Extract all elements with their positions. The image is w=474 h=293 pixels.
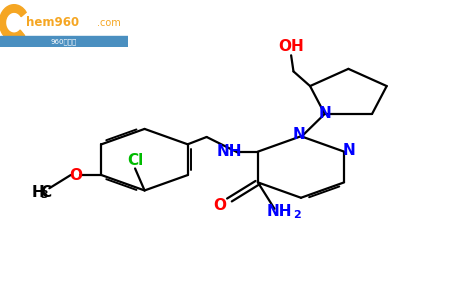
Wedge shape [0, 5, 26, 41]
Text: hem960: hem960 [26, 16, 79, 29]
Text: OH: OH [278, 39, 304, 54]
Text: NH: NH [217, 144, 242, 159]
Text: NH: NH [266, 204, 292, 219]
Text: 2: 2 [293, 209, 301, 220]
Text: C: C [41, 185, 52, 200]
Text: O: O [213, 198, 227, 213]
Text: 3: 3 [41, 190, 48, 200]
Text: Cl: Cl [127, 153, 143, 168]
Text: N: N [292, 127, 305, 142]
Text: 960化工网: 960化工网 [51, 38, 77, 45]
Text: O: O [69, 168, 82, 183]
FancyBboxPatch shape [0, 36, 128, 47]
Text: H: H [32, 185, 45, 200]
Text: N: N [319, 106, 331, 121]
Text: .com: .com [97, 18, 120, 28]
Text: N: N [342, 143, 355, 158]
